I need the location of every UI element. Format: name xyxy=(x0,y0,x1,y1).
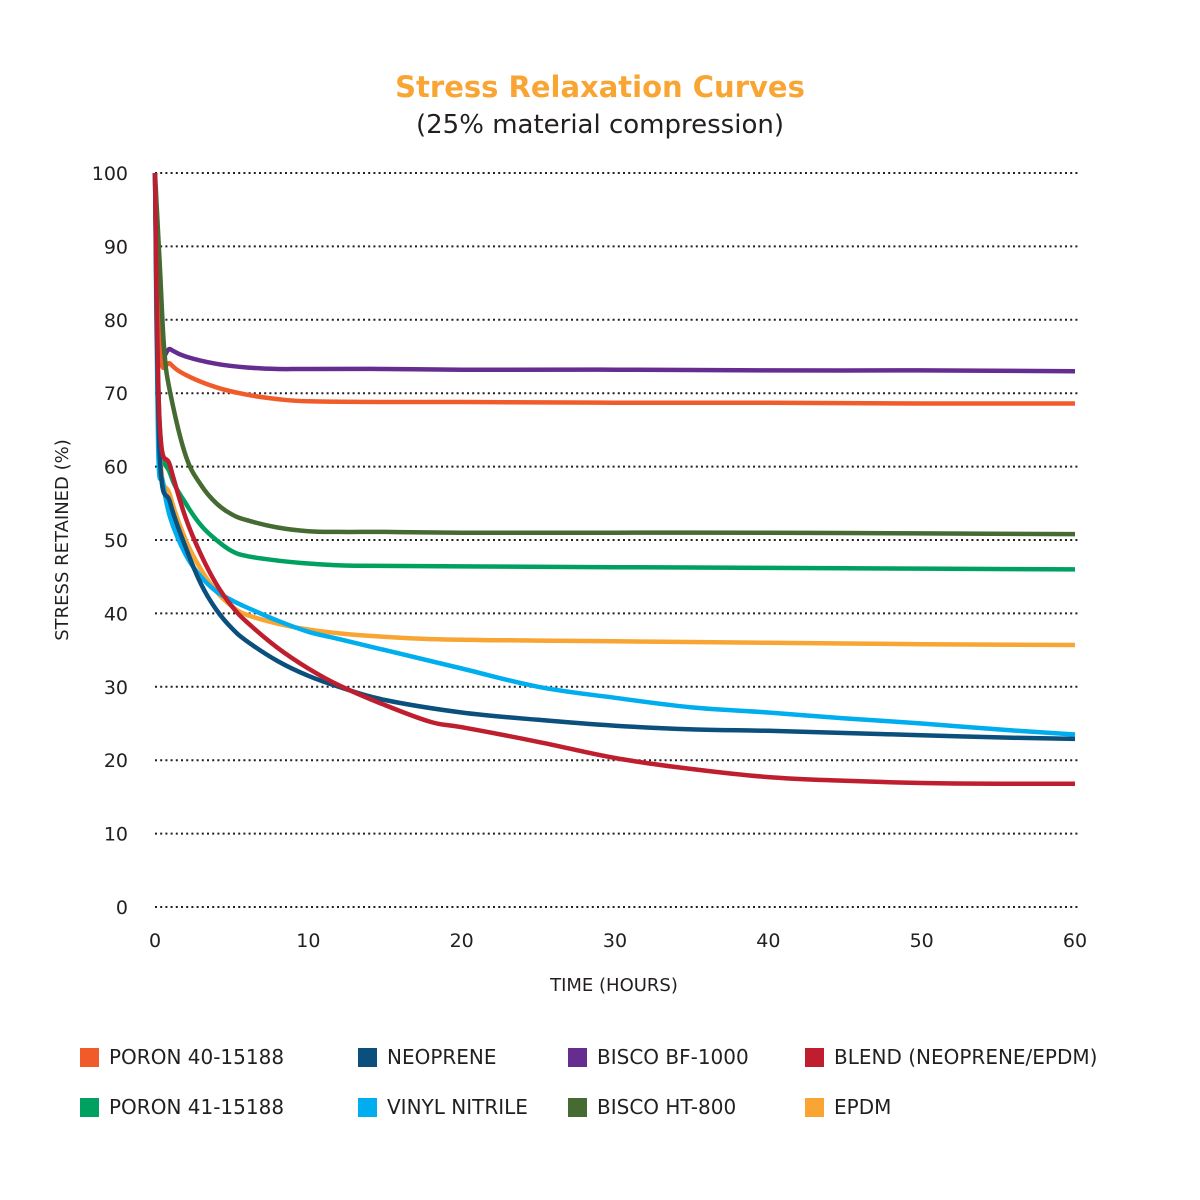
legend-label: VINYL NITRILE xyxy=(387,1095,528,1119)
y-tick-label: 70 xyxy=(104,383,128,405)
series-line-blend-neoprene-epdm xyxy=(152,172,1076,786)
legend-swatch xyxy=(358,1047,377,1067)
legend-label: BISCO BF-1000 xyxy=(597,1045,749,1069)
gridlines xyxy=(155,172,1080,908)
x-tick-label: 50 xyxy=(910,930,934,952)
x-tick-label: 60 xyxy=(1063,930,1087,952)
y-tick-label: 20 xyxy=(104,750,128,772)
y-axis-ticks: 0 10 20 30 40 50 60 70 80 90 100 xyxy=(92,163,128,919)
legend-swatch xyxy=(805,1047,824,1067)
series-line-vinyl-nitrile xyxy=(152,172,1076,737)
x-tick-label: 30 xyxy=(603,930,627,952)
y-tick-label: 80 xyxy=(104,310,128,332)
x-tick-label: 20 xyxy=(450,930,474,952)
legend-item-poron-41: PORON 41-15188 xyxy=(80,1095,284,1119)
legend-label: PORON 40-15188 xyxy=(109,1045,285,1069)
legend-label: BISCO HT-800 xyxy=(597,1095,737,1119)
series-line-poron-40-15188 xyxy=(152,172,1076,406)
y-tick-label: 60 xyxy=(104,457,128,479)
y-tick-label: 100 xyxy=(92,163,128,185)
legend-item-bisco-bf-1000: BISCO BF-1000 xyxy=(568,1045,749,1069)
series-line-neoprene xyxy=(152,172,1076,742)
legend-item-bisco-ht-800: BISCO HT-800 xyxy=(568,1095,736,1119)
legend-item-blend: BLEND (NEOPRENE/EPDM) xyxy=(805,1045,1097,1069)
stress-relaxation-chart: 0 10 20 30 40 50 60 70 80 90 100 0 10 20 30 40 50 60 STR… xyxy=(52,163,1087,996)
x-axis-ticks: 0 10 20 30 40 50 60 xyxy=(149,930,1087,952)
legend-swatch xyxy=(358,1097,377,1117)
y-tick-label: 50 xyxy=(104,530,128,552)
series-line-epdm xyxy=(152,172,1076,648)
legend-swatch xyxy=(568,1097,587,1117)
y-tick-label: 0 xyxy=(116,897,128,919)
legend-label: PORON 41-15188 xyxy=(109,1095,285,1119)
y-tick-label: 10 xyxy=(104,824,128,846)
legend-swatch xyxy=(80,1097,99,1117)
series-line-bisco-ht-800 xyxy=(152,172,1076,537)
legend-label: NEOPRENE xyxy=(387,1045,497,1069)
legend-item-neoprene: NEOPRENE xyxy=(358,1045,497,1069)
x-tick-label: 0 xyxy=(149,930,161,952)
series-line-bisco-bf-1000 xyxy=(152,172,1076,374)
chart-subtitle: (25% material compression) xyxy=(416,110,784,140)
legend-item-vinyl-nitrile: VINYL NITRILE xyxy=(358,1095,528,1119)
series-lines xyxy=(152,172,1076,786)
legend-label: EPDM xyxy=(834,1095,892,1119)
y-tick-label: 90 xyxy=(104,236,128,258)
legend-swatch xyxy=(80,1047,99,1067)
x-tick-label: 10 xyxy=(296,930,320,952)
y-axis-label: STRESS RETAINED (%) xyxy=(52,439,73,641)
x-tick-label: 40 xyxy=(756,930,780,952)
legend-swatch xyxy=(568,1047,587,1067)
legend-swatch xyxy=(805,1097,824,1117)
legend-item-poron-40: PORON 40-15188 xyxy=(80,1045,284,1069)
legend-label: BLEND (NEOPRENE/EPDM) xyxy=(834,1045,1098,1069)
x-axis-label: TIME (HOURS) xyxy=(549,975,678,996)
chart-title: Stress Relaxation Curves xyxy=(395,70,805,104)
y-tick-label: 30 xyxy=(104,677,128,699)
legend-item-epdm: EPDM xyxy=(805,1095,891,1119)
y-tick-label: 40 xyxy=(104,603,128,625)
